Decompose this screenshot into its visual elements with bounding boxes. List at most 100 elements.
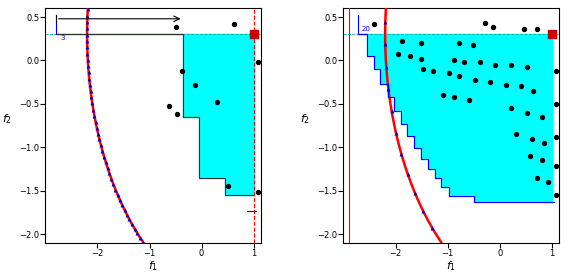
Point [538,115,547,119]
Point [82,32,91,37]
Point [122,213,131,217]
Point [552,102,561,106]
Point [86,89,95,93]
Point [85,76,94,81]
Point [470,77,479,82]
Point [120,208,129,212]
Point [165,103,174,108]
Point [465,97,474,102]
Point [428,226,437,230]
Point [95,137,104,142]
Point [552,164,561,169]
Point [87,95,96,100]
Point [502,83,511,87]
Point [105,171,114,176]
Point [439,93,448,97]
Point [491,62,500,67]
Point [223,184,232,189]
Point [229,22,239,26]
Polygon shape [56,34,254,195]
Point [83,64,93,68]
Point [428,69,437,73]
Point [449,95,458,99]
Point [94,131,103,136]
Text: 20: 20 [362,26,370,32]
Y-axis label: $f_2$: $f_2$ [2,112,11,126]
Point [253,60,262,64]
Point [533,175,542,180]
Point [115,198,124,202]
Point [82,39,91,43]
Polygon shape [358,34,552,202]
Point [406,54,415,58]
Point [381,42,390,47]
Point [369,22,378,26]
Point [394,51,403,56]
Point [419,209,428,213]
Point [486,80,495,84]
Point [382,65,391,69]
X-axis label: $f_1$: $f_1$ [446,259,457,273]
Point [552,193,561,197]
Point [411,191,420,195]
Point [543,180,552,184]
Point [91,119,100,124]
Point [475,60,485,64]
Point [84,70,93,75]
Point [172,112,181,117]
Point [444,71,453,76]
Point [403,172,412,176]
Point [249,32,258,37]
Point [82,26,91,30]
Point [171,25,180,30]
Point [522,65,531,70]
Point [540,141,549,145]
Y-axis label: $f_2$: $f_2$ [299,112,310,126]
Point [138,240,147,244]
Point [177,69,186,73]
Point [533,27,542,32]
Point [522,110,531,115]
Point [449,58,458,63]
Point [416,41,425,45]
Point [83,20,92,24]
Point [130,227,139,231]
Point [538,158,547,162]
Point [97,143,106,148]
Point [107,177,116,181]
Point [88,101,97,106]
Point [387,109,396,114]
Point [127,222,136,226]
Point [381,20,390,24]
Point [83,45,92,49]
X-axis label: $f_1$: $f_1$ [148,259,158,273]
Point [90,113,99,118]
Point [83,51,92,56]
Point [253,190,262,195]
Point [212,100,222,104]
Point [519,27,528,32]
Text: 3: 3 [60,35,65,41]
Point [397,152,406,156]
Point [111,187,120,192]
Point [454,41,463,45]
Point [83,13,92,18]
Point [92,125,101,130]
Point [468,43,477,47]
Point [507,106,516,110]
Point [416,56,425,61]
Point [83,58,93,62]
Point [552,134,561,139]
Point [529,89,538,93]
Point [136,235,145,240]
Point [512,132,521,136]
Point [109,182,118,186]
Point [517,84,526,89]
Point [118,203,127,207]
Point [384,87,393,92]
Point [552,69,561,73]
Point [85,83,94,87]
Point [133,231,142,235]
Point [103,166,112,170]
Point [99,155,108,159]
